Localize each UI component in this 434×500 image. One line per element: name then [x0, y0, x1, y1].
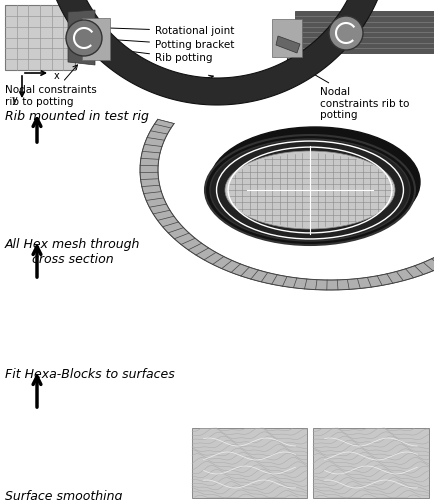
- Text: Nodal constraints
rib to potting: Nodal constraints rib to potting: [5, 65, 97, 106]
- Text: Rib mounted in test rig: Rib mounted in test rig: [5, 110, 149, 123]
- Polygon shape: [275, 26, 295, 57]
- Ellipse shape: [205, 135, 415, 245]
- Bar: [192, 428, 307, 498]
- Text: x: x: [54, 71, 60, 81]
- Text: Surface smoothing: Surface smoothing: [5, 490, 122, 500]
- Bar: [295, 11, 434, 53]
- Text: Potting bracket: Potting bracket: [92, 36, 234, 50]
- Ellipse shape: [210, 127, 420, 237]
- Text: Fit Hexa-Blocks to surfaces: Fit Hexa-Blocks to surfaces: [5, 368, 175, 381]
- Ellipse shape: [225, 151, 395, 229]
- Text: All Hex mesh through
cross section: All Hex mesh through cross section: [5, 238, 140, 266]
- Text: Rib potting: Rib potting: [99, 46, 213, 63]
- Circle shape: [329, 16, 363, 50]
- Bar: [313, 428, 429, 498]
- Polygon shape: [46, 0, 388, 105]
- Text: Nodal
constraints rib to
potting: Nodal constraints rib to potting: [287, 59, 409, 120]
- Ellipse shape: [210, 139, 410, 241]
- Polygon shape: [140, 120, 434, 290]
- Text: Rib: Rib: [175, 75, 213, 90]
- Polygon shape: [68, 10, 95, 65]
- Bar: [272, 19, 302, 57]
- Bar: [5, 5, 75, 70]
- Bar: [82, 18, 110, 60]
- Text: Rotational joint: Rotational joint: [84, 25, 234, 36]
- Text: y: y: [12, 95, 18, 105]
- Polygon shape: [276, 36, 300, 53]
- Circle shape: [66, 20, 102, 56]
